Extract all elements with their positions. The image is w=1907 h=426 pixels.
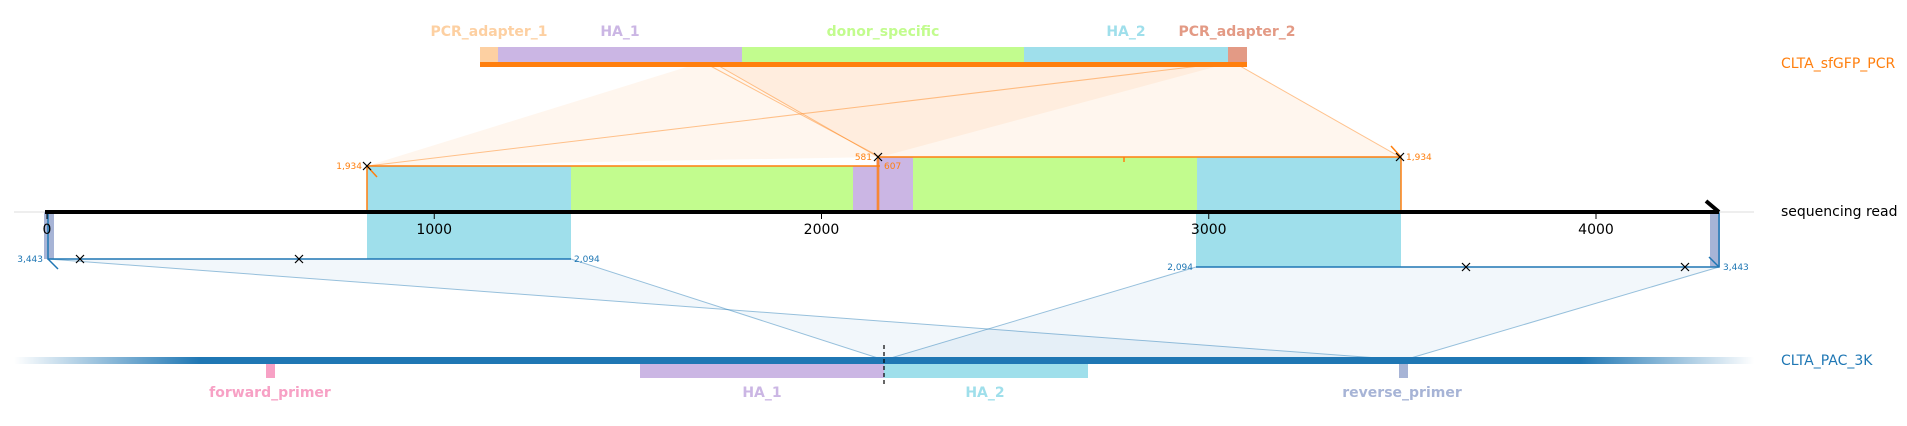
- mismatch-marker: [75, 254, 1690, 272]
- top-alignment-right-shade: [712, 62, 1400, 157]
- feature-ha-1-block: [640, 364, 884, 378]
- feature-label-pcr-adapter-2: PCR_adapter_2: [1178, 24, 1295, 40]
- feature-label-ha-1: HA_1: [600, 24, 639, 40]
- feature-ha-2-block: [884, 364, 1088, 378]
- top-alignment-connector: [711, 61, 879, 158]
- top-reference-features: [480, 47, 1247, 67]
- axis-tick-label: 0: [43, 222, 52, 238]
- feature-label-donor-specific: donor_specific: [827, 24, 940, 40]
- read-top-alignment-blocks: [362, 145, 1405, 212]
- axis-tick-label: 1000: [416, 222, 452, 238]
- bottom-reference-features: [14, 345, 1754, 385]
- feature-donor-specific-block: [742, 47, 1024, 62]
- top-alignment-connector: [702, 61, 881, 158]
- aligned-reverse-primer-block: [44, 212, 54, 259]
- aligned-ha-2-block: [367, 166, 571, 212]
- aligned-ha-1-block: [1196, 212, 1401, 267]
- feature-pcr-adapter-1-block: [480, 47, 498, 62]
- feature-label-ha-2: HA_2: [965, 385, 1004, 401]
- bottom-reference-fade-right: [1580, 357, 1754, 364]
- feature-reverse-primer-block: [1399, 364, 1408, 378]
- aligned-ha-1-block: [853, 166, 913, 212]
- aligned-ha-2-block: [1197, 157, 1401, 212]
- feature-label-forward-primer: forward_primer: [209, 385, 331, 401]
- feature-pcr-adapter-2-block: [1228, 47, 1247, 62]
- aligned-ha-1-overlay: [877, 157, 913, 167]
- bottom-alignment-connector: [1403, 266, 1720, 361]
- feature-label-ha-1: HA_1: [742, 385, 781, 401]
- coordinate-label: 1,934: [1406, 153, 1432, 163]
- feature-ha-2-block: [1024, 47, 1228, 62]
- coordinate-label: 1,934: [336, 162, 362, 172]
- coordinate-label: 3,443: [1723, 263, 1749, 273]
- bottom-alignment-left-shade: [48, 259, 1404, 360]
- axis-tick-label: 3000: [1191, 222, 1227, 238]
- aligned-donor-specific-block: [913, 157, 1197, 212]
- coordinate-label: 3,443: [17, 255, 43, 265]
- feature-label-ha-2: HA_2: [1106, 24, 1145, 40]
- axis-tick-label: 4000: [1578, 222, 1614, 238]
- alignment-end-hook: [47, 258, 59, 270]
- feature-label-pcr-adapter-1: PCR_adapter_1: [430, 24, 547, 40]
- read-axis-ticks: 0 1000 2000 3000 4000: [43, 214, 1614, 238]
- reference-label-middle: sequencing read: [1781, 204, 1897, 220]
- coordinate-label: 2,094: [1167, 263, 1193, 273]
- bottom-alignment-connector: [883, 266, 1197, 361]
- bottom-alignment-connector: [570, 258, 885, 361]
- top-alignment-connector: [1232, 61, 1401, 158]
- coordinate-label: 581: [855, 153, 872, 163]
- read-end-arrow: [1704, 199, 1721, 214]
- bottom-alignment-right-shade: [884, 267, 1719, 360]
- coordinate-label: 607: [884, 162, 901, 172]
- feature-ha-1-block: [498, 47, 742, 62]
- top-right-alignment-outline: [877, 156, 1402, 212]
- mismatch-marker: [362, 152, 1405, 171]
- bottom-reference-fade-left: [14, 357, 200, 364]
- top-alignment-left-shade: [367, 62, 1233, 166]
- alignment-end-hook: [1390, 145, 1402, 158]
- alignment-end-hook: [1708, 256, 1720, 268]
- top-reference-bar: [480, 62, 1247, 67]
- aligned-forward-primer-block: [1710, 212, 1720, 267]
- axis-tick-label: 2000: [804, 222, 840, 238]
- read-bottom-alignment-blocks: [44, 212, 1720, 272]
- feature-forward-primer-block: [266, 364, 275, 378]
- top-alignment-connector: [366, 61, 1234, 167]
- feature-label-reverse-primer: reverse_primer: [1342, 385, 1462, 401]
- aligned-donor-specific-block: [571, 166, 853, 212]
- reference-label-top: CLTA_sfGFP_PCR: [1781, 56, 1895, 72]
- coordinate-label: 2,094: [574, 255, 600, 265]
- reference-label-bottom: CLTA_PAC_3K: [1781, 353, 1873, 369]
- aligned-ha-2-block: [367, 212, 571, 259]
- bottom-reference-bar: [200, 357, 1580, 364]
- bottom-alignment-connector: [47, 258, 1405, 361]
